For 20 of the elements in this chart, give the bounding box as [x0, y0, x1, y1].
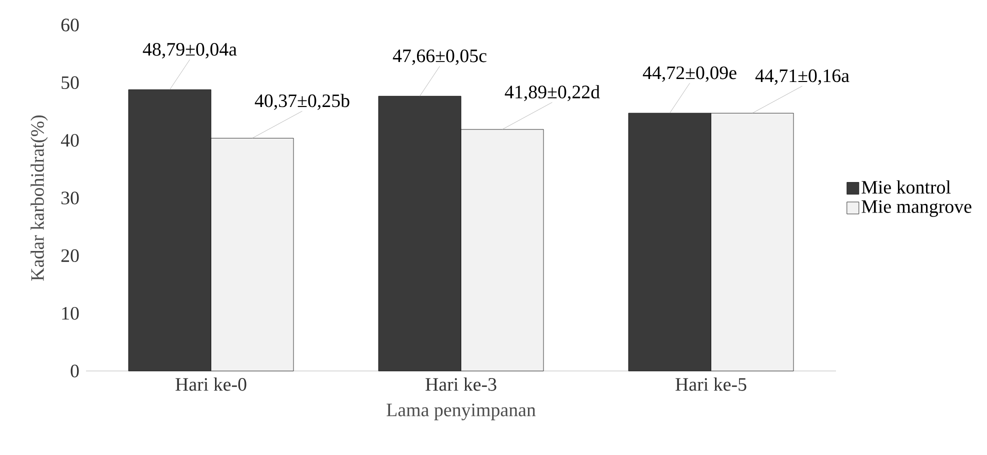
y-tick-label: 10 [62, 306, 79, 320]
x-axis-title: Lama penyimpanan [386, 404, 536, 420]
x-tick-label: Hari ke-3 [426, 378, 496, 391]
x-tick-label: Hari ke-0 [176, 378, 246, 391]
data-label: 44,71±0,16a [755, 69, 850, 85]
data-label: 44,72±0,09e [642, 66, 736, 82]
x-tick-label: Hari ke-5 [676, 378, 746, 391]
y-tick-label: 0 [70, 364, 79, 378]
data-label: 41,89±0,22d [504, 85, 600, 102]
data-label: 48,79±0,04a [142, 42, 237, 58]
y-tick-label: 60 [61, 18, 79, 32]
data-label: 40,37±0,25b [254, 94, 350, 110]
legend-label: Mie kontrol [862, 180, 951, 194]
legend-label: Mie mangrove [862, 200, 972, 217]
y-axis-title: Kadar karbohidrat(%) [30, 116, 48, 281]
y-tick-label: 30 [61, 192, 79, 204]
data-label: 47,66±0,05c [392, 49, 486, 65]
y-tick-label: 50 [62, 76, 79, 90]
y-tick-label: 40 [60, 134, 79, 147]
y-tick-label: 20 [61, 249, 79, 262]
